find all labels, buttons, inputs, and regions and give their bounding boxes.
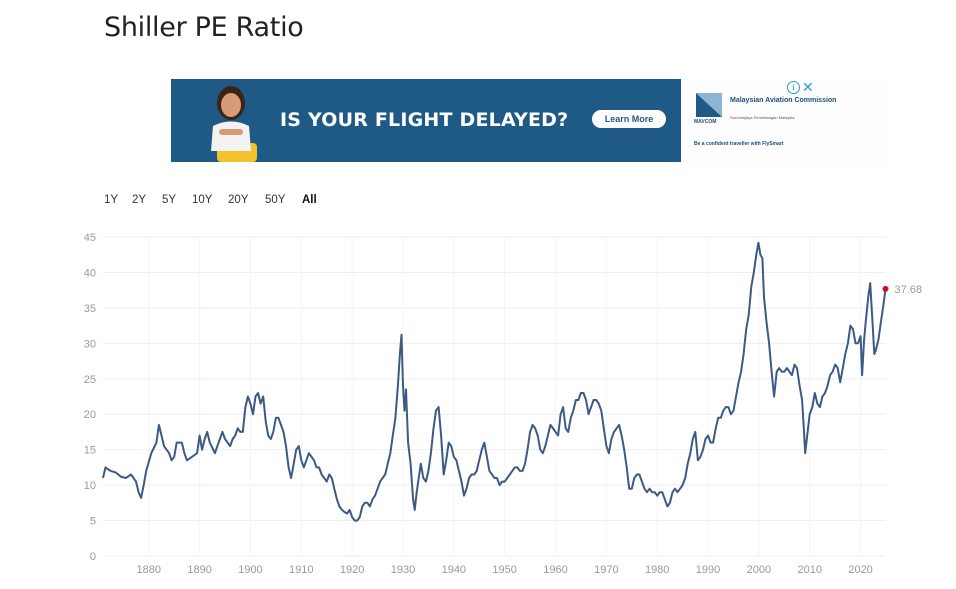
x-tick-label: 1990 [696, 564, 720, 576]
ad-org-name: Malaysian Aviation Commission [730, 97, 837, 104]
y-tick-label: 10 [84, 480, 96, 492]
range-option-50y[interactable]: 50Y [265, 194, 286, 206]
x-tick-label: 2010 [797, 564, 821, 576]
x-tick-label: 1960 [543, 564, 567, 576]
x-tick-label: 1950 [492, 564, 516, 576]
y-tick-label: 45 [84, 232, 96, 244]
close-icon[interactable]: ✕ [802, 79, 814, 95]
x-tick-label: 1930 [391, 564, 415, 576]
ad-sponsor-panel[interactable]: MAVCOM Malaysian Aviation Commission Sur… [681, 79, 887, 162]
y-tick-label: 20 [84, 409, 96, 421]
x-tick-label: 1910 [289, 564, 313, 576]
x-tick-label: 2020 [848, 564, 872, 576]
x-tick-label: 1920 [340, 564, 364, 576]
y-tick-label: 25 [84, 374, 96, 386]
last-value-label: 37.68 [894, 284, 922, 296]
ad-person-image [211, 86, 257, 162]
y-tick-label: 5 [90, 516, 96, 528]
advertisement-banner[interactable]: IS YOUR FLIGHT DELAYED? Learn More MAVCO… [171, 79, 887, 162]
learn-more-button[interactable]: Learn More [592, 110, 666, 128]
ad-headline: IS YOUR FLIGHT DELAYED? [280, 109, 569, 131]
info-icon[interactable]: i [787, 81, 800, 94]
ad-tagline: Be a confident traveller with FlySmart [694, 141, 784, 147]
x-tick-label: 1980 [645, 564, 669, 576]
y-tick-label: 40 [84, 267, 96, 279]
x-tick-label: 1900 [238, 564, 262, 576]
mavcom-logo-icon [696, 93, 722, 117]
x-tick-label: 1890 [187, 564, 211, 576]
y-tick-label: 0 [90, 551, 96, 563]
y-tick-label: 30 [84, 338, 96, 350]
x-tick-label: 2000 [747, 564, 771, 576]
last-value-point [882, 285, 889, 292]
range-option-all[interactable]: All [302, 194, 317, 206]
range-option-5y[interactable]: 5Y [162, 194, 177, 206]
range-option-20y[interactable]: 20Y [228, 194, 249, 206]
x-tick-label: 1970 [594, 564, 618, 576]
range-option-10y[interactable]: 10Y [192, 194, 213, 206]
x-tick-label: 1880 [137, 564, 161, 576]
y-tick-label: 35 [84, 303, 96, 315]
y-tick-label: 15 [84, 445, 96, 457]
series-line [102, 241, 887, 522]
x-tick-label: 1940 [442, 564, 466, 576]
range-option-2y[interactable]: 2Y [132, 194, 147, 206]
page-title: Shiller PE Ratio [104, 12, 304, 43]
range-option-1y[interactable]: 1Y [104, 194, 119, 206]
ad-org-subtitle: Suruhanjaya Penerbangan Malaysia [730, 115, 795, 120]
ad-main-panel[interactable]: IS YOUR FLIGHT DELAYED? Learn More [171, 79, 681, 162]
ad-logo-text: MAVCOM [694, 119, 717, 125]
